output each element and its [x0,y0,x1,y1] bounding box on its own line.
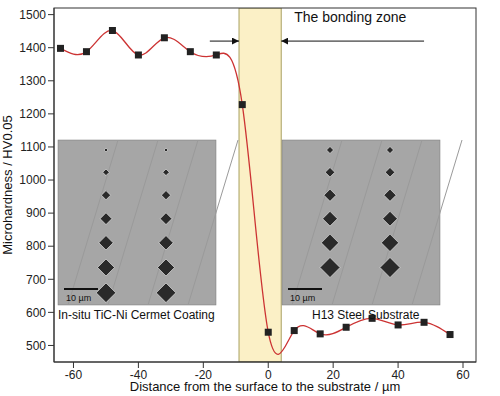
svg-text:500: 500 [26,339,46,353]
svg-text:900: 900 [26,206,46,220]
svg-text:1100: 1100 [20,140,46,154]
svg-text:1500: 1500 [19,8,46,22]
svg-text:1400: 1400 [19,41,46,55]
svg-text:1300: 1300 [19,74,46,88]
svg-text:0: 0 [265,368,272,382]
svg-text:The bonding zone: The bonding zone [294,9,406,25]
svg-text:800: 800 [26,239,46,253]
svg-text:40: 40 [391,368,405,382]
svg-text:600: 600 [26,306,46,320]
svg-text:20: 20 [326,368,340,382]
svg-text:-40: -40 [130,368,148,382]
svg-text:In-situ TiC-Ni Cermet Coating: In-situ TiC-Ni Cermet Coating [58,308,215,322]
svg-text:-20: -20 [195,368,213,382]
svg-text:-60: -60 [65,368,83,382]
svg-text:10 µm: 10 µm [290,293,315,303]
svg-text:700: 700 [26,273,46,287]
svg-text:Microhardness / HV0.05: Microhardness / HV0.05 [8,115,15,254]
svg-text:H13 Steel Substrate: H13 Steel Substrate [312,308,420,322]
svg-text:1000: 1000 [19,173,46,187]
svg-text:1200: 1200 [19,107,46,121]
svg-text:10 µm: 10 µm [66,293,91,303]
svg-text:Distance from the surface to t: Distance from the surface to the substra… [130,379,401,394]
svg-text:60: 60 [456,368,470,382]
